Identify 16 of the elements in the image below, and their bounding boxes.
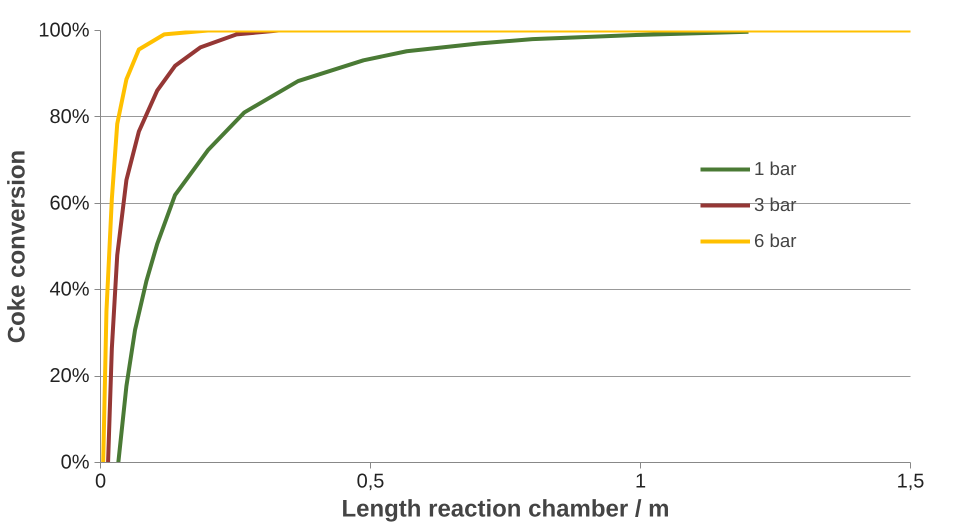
legend-label: 6 bar	[754, 230, 797, 252]
x-axis-title: Length reaction chamber / m	[341, 496, 670, 522]
y-tick-label: 80%	[49, 106, 90, 128]
y-tick-label: 60%	[49, 192, 90, 214]
y-axis-title: Coke conversion	[3, 150, 30, 344]
y-tick-label: 0%	[60, 452, 90, 474]
x-tick-label: 0,5	[356, 470, 384, 492]
legend-label: 1 bar	[754, 158, 797, 180]
y-tick-label: 40%	[49, 278, 90, 301]
y-tick-label: 20%	[49, 365, 90, 388]
x-tick-label: 1,5	[896, 470, 924, 492]
x-tick-label: 1	[634, 470, 646, 492]
legend-label: 3 bar	[754, 194, 797, 216]
x-tick-label: 0	[94, 470, 106, 492]
line-series	[116, 30, 750, 462]
y-tick-label: 100%	[38, 20, 90, 42]
